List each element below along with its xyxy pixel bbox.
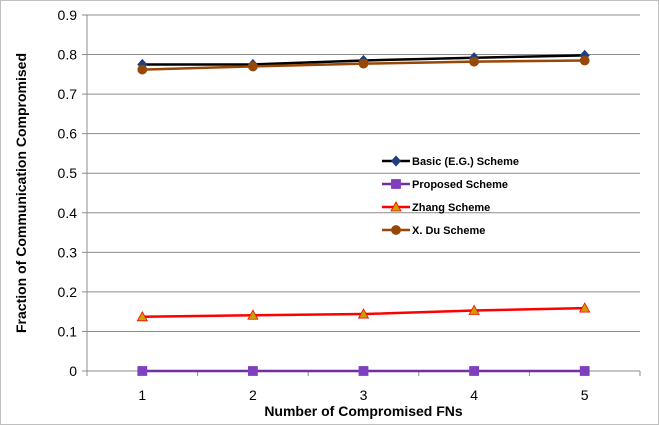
legend-label: Zhang Scheme <box>412 202 490 214</box>
x-tick-labels: 1 2 3 4 5 <box>138 387 588 403</box>
y-tick-label: 0 <box>69 363 77 379</box>
legend-label: X. Du Scheme <box>412 225 485 237</box>
legend-swatch-marker <box>391 225 401 235</box>
x-tick-label: 4 <box>470 387 478 403</box>
series-zhang-scheme <box>136 302 591 322</box>
y-tick-label: 0.3 <box>58 244 78 260</box>
legend-swatch-marker <box>391 179 401 189</box>
x-tick-label: 3 <box>360 387 368 403</box>
legend-entry: Zhang Scheme <box>382 201 490 214</box>
series-x-du-scheme <box>137 55 590 75</box>
y-tick-label: 0.4 <box>58 205 78 221</box>
data-point <box>579 55 590 66</box>
data-point <box>579 366 590 376</box>
data-point <box>469 366 480 376</box>
x-tick-label: 1 <box>138 387 146 403</box>
data-point <box>358 58 369 69</box>
y-tick-label: 0.6 <box>58 126 78 142</box>
y-axis-title: Fraction of Communication Compromised <box>13 53 29 333</box>
x-axis-title: Number of Compromised FNs <box>264 403 463 419</box>
series-group <box>136 49 591 376</box>
y-tick-labels: 0 0.1 0.2 0.3 0.4 0.5 0.6 0.7 0.8 0.9 <box>58 7 78 379</box>
legend-swatch-marker <box>390 155 402 167</box>
data-point <box>136 310 148 322</box>
y-tick-label: 0.8 <box>58 47 78 63</box>
data-point <box>137 366 148 376</box>
data-point <box>579 302 591 313</box>
data-point <box>469 56 480 67</box>
gridlines <box>87 14 640 332</box>
legend-entry: Proposed Scheme <box>382 179 508 191</box>
legend-entry: X. Du Scheme <box>382 225 485 237</box>
x-tick-label: 2 <box>249 387 257 403</box>
data-point <box>358 366 369 376</box>
legend-entry: Basic (E.G.) Scheme <box>382 155 519 168</box>
y-tick-label: 0.2 <box>58 284 78 300</box>
data-point <box>247 309 259 320</box>
data-point <box>357 308 370 319</box>
data-point <box>468 304 480 315</box>
legend-swatch-marker <box>390 201 402 212</box>
data-point <box>247 366 258 376</box>
legend: Basic (E.G.) Scheme Proposed Scheme Zhang … <box>382 155 519 237</box>
x-tick-label: 5 <box>581 387 589 403</box>
legend-label: Proposed Scheme <box>412 179 508 191</box>
data-point <box>247 61 258 72</box>
y-tick-label: 0.9 <box>58 7 78 23</box>
y-tick-label: 0.1 <box>58 323 78 339</box>
data-point <box>137 64 148 75</box>
y-tick-label: 0.7 <box>58 86 78 102</box>
legend-label: Basic (E.G.) Scheme <box>412 156 519 168</box>
series-proposed-scheme <box>137 366 590 376</box>
y-tick-label: 0.5 <box>58 165 78 181</box>
